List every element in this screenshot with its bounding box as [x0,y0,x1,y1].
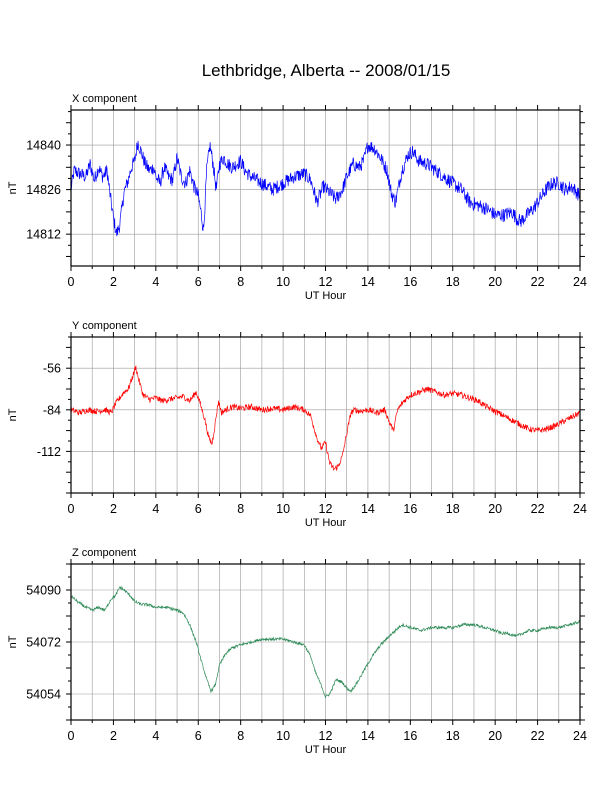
z-component-panel: Z component 0 2 4 6 8 10 12 14 16 18 20 22 245405454… [7,547,587,756]
z-component-y-tick-label: 54090 [26,584,61,598]
z-component-y-tick-label: 54072 [26,636,61,650]
y-component-x-tick-label: 8 [237,502,244,516]
x-component-x-tick-label: 14 [361,275,375,289]
x-component-series-line [70,140,581,237]
x-component-y-tick-label: 14826 [26,183,61,197]
x-component-x-tick-label: 12 [319,275,333,289]
z-component-x-tick-label: 14 [361,729,375,743]
z-component-x-tick-label: 10 [276,729,290,743]
y-component-x-tick-label: 22 [531,502,545,516]
x-component-x-tick-label: 16 [403,275,417,289]
x-component-x-tick-label: 0 [68,275,75,289]
z-component-label: Z component [72,547,136,559]
x-component-x-tick-label: 18 [446,275,460,289]
chart-title: Lethbridge, Alberta -- 2008/01/15 [202,61,451,80]
y-component-x-tick-label: 10 [276,502,290,516]
x-component-x-tick-label: 20 [488,275,502,289]
x-component-y-tick-label: 14840 [26,139,61,153]
y-component-y-tick-label: -56 [43,362,61,376]
x-component-x-tick-label: 2 [110,275,117,289]
z-component-series-line [70,585,581,699]
y-component-y-tick-label: -112 [37,445,61,459]
y-component-x-tick-label: 12 [319,502,333,516]
x-component-label: X component [72,93,137,105]
y-component-x-tick-label: 24 [573,502,587,516]
y-component-label: Y component [72,320,137,332]
z-component-x-tick-label: 18 [446,729,460,743]
x-component-x-tick-label: 4 [152,275,159,289]
x-component-panel: X component 0 2 4 6 8 10 12 14 16 18 20 22 241481214… [7,93,587,302]
z-component-x-tick-label: 24 [573,729,587,743]
y-component-x-tick-label: 14 [361,502,375,516]
z-component-x-axis-label: UT Hour [305,744,347,756]
z-component-x-tick-label: 12 [319,729,333,743]
x-component-x-tick-label: 8 [237,275,244,289]
z-component-x-tick-label: 20 [488,729,502,743]
x-component-x-axis-label: UT Hour [305,290,347,302]
y-component-panel: Y component 0 2 4 6 8 10 12 14 16 18 20 22 24-56-84-… [7,320,587,529]
x-component-x-tick-label: 24 [573,275,587,289]
y-component-series-line [70,365,581,472]
x-component-x-tick-label: 22 [531,275,545,289]
z-component-x-tick-label: 6 [195,729,202,743]
x-component-x-tick-label: 10 [276,275,290,289]
z-component-x-tick-label: 0 [68,729,75,743]
z-component-x-tick-label: 16 [403,729,417,743]
z-component-x-tick-label: 4 [152,729,159,743]
y-component-x-tick-label: 0 [68,502,75,516]
y-component-x-axis-label: UT Hour [305,517,347,529]
y-component-x-tick-label: 4 [152,502,159,516]
z-component-x-tick-label: 2 [110,729,117,743]
z-component-y-tick-label: 54054 [26,688,61,702]
y-component-x-tick-label: 20 [488,502,502,516]
y-component-x-tick-label: 6 [195,502,202,516]
x-component-y-axis-label: nT [7,181,19,194]
y-component-x-tick-label: 2 [110,502,117,516]
y-component-x-tick-label: 16 [403,502,417,516]
z-component-x-tick-label: 22 [531,729,545,743]
x-component-y-tick-label: 14812 [26,228,61,242]
z-component-x-tick-label: 8 [237,729,244,743]
y-component-y-tick-label: -84 [43,403,61,417]
y-component-y-axis-label: nT [7,408,19,421]
y-component-x-tick-label: 18 [446,502,460,516]
x-component-x-tick-label: 6 [195,275,202,289]
z-component-y-axis-label: nT [7,635,19,648]
